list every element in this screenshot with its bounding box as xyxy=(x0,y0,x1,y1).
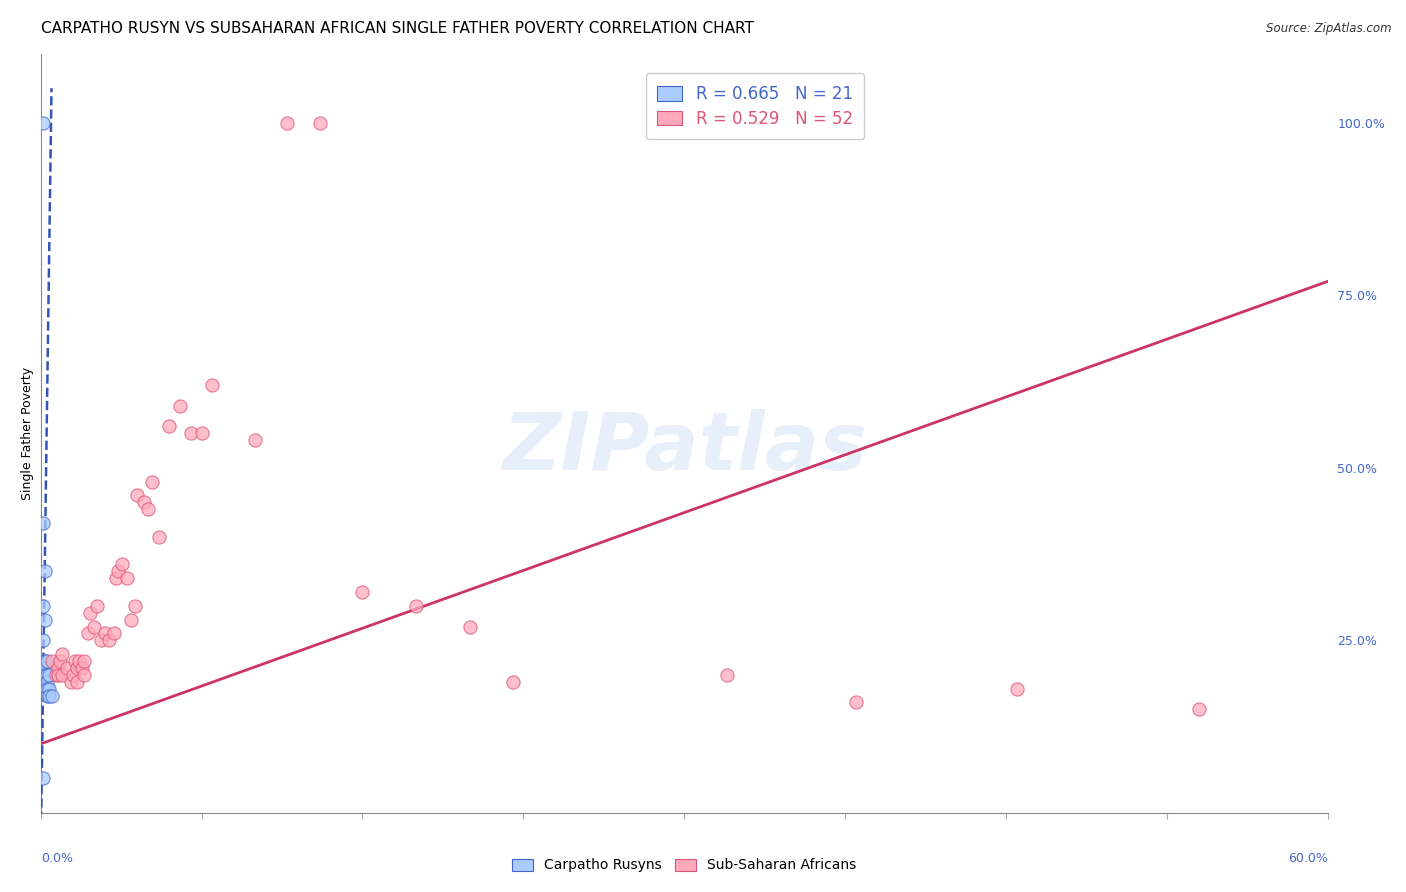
Point xyxy=(62,668,84,682)
Point xyxy=(141,475,163,489)
Point xyxy=(308,116,330,130)
Point xyxy=(34,668,56,682)
Point xyxy=(32,668,55,682)
Point xyxy=(1005,681,1028,696)
Text: Source: ZipAtlas.com: Source: ZipAtlas.com xyxy=(1267,22,1392,36)
Point xyxy=(845,695,868,709)
Point xyxy=(32,772,55,786)
Point xyxy=(103,626,125,640)
Point xyxy=(90,633,112,648)
Text: 0.0%: 0.0% xyxy=(41,852,73,864)
Point xyxy=(45,668,67,682)
Point xyxy=(59,674,82,689)
Point xyxy=(70,661,93,675)
Point xyxy=(1188,702,1211,716)
Point xyxy=(180,426,202,441)
Text: 60.0%: 60.0% xyxy=(1288,852,1327,864)
Point xyxy=(111,558,134,572)
Point xyxy=(32,599,55,613)
Point xyxy=(98,633,121,648)
Point xyxy=(201,378,224,392)
Point xyxy=(32,633,55,648)
Point xyxy=(276,116,298,130)
Point xyxy=(38,689,60,703)
Point xyxy=(34,654,56,668)
Point xyxy=(32,116,55,130)
Point xyxy=(120,613,142,627)
Point xyxy=(46,668,69,682)
Point xyxy=(66,674,89,689)
Point xyxy=(159,419,181,434)
Point xyxy=(83,619,105,633)
Point xyxy=(352,585,374,599)
Point xyxy=(38,681,60,696)
Point xyxy=(51,668,73,682)
Point xyxy=(124,599,146,613)
Point xyxy=(716,668,738,682)
Point xyxy=(37,654,59,668)
Point xyxy=(37,668,59,682)
Point xyxy=(34,613,56,627)
Text: ZIPatlas: ZIPatlas xyxy=(502,409,866,487)
Point xyxy=(34,681,56,696)
Point xyxy=(73,668,96,682)
Point xyxy=(132,495,155,509)
Point xyxy=(94,626,117,640)
Point xyxy=(55,661,77,675)
Point xyxy=(34,564,56,578)
Point xyxy=(458,619,481,633)
Point xyxy=(38,668,60,682)
Point xyxy=(73,654,96,668)
Point xyxy=(46,661,69,675)
Point xyxy=(127,488,149,502)
Point xyxy=(169,399,191,413)
Point xyxy=(136,502,159,516)
Point xyxy=(37,681,59,696)
Point xyxy=(115,571,138,585)
Point xyxy=(37,674,59,689)
Point xyxy=(190,426,212,441)
Point xyxy=(37,689,59,703)
Point xyxy=(245,433,267,447)
Point xyxy=(66,661,89,675)
Point xyxy=(32,516,55,530)
Legend: Carpatho Rusyns, Sub-Saharan Africans: Carpatho Rusyns, Sub-Saharan Africans xyxy=(506,853,862,878)
Point xyxy=(107,564,129,578)
Point xyxy=(63,654,86,668)
Y-axis label: Single Father Poverty: Single Father Poverty xyxy=(21,367,34,500)
Point xyxy=(49,654,72,668)
Point xyxy=(86,599,108,613)
Point xyxy=(502,674,524,689)
Point xyxy=(77,626,100,640)
Point xyxy=(67,654,90,668)
Point xyxy=(41,689,63,703)
Text: CARPATHO RUSYN VS SUBSAHARAN AFRICAN SINGLE FATHER POVERTY CORRELATION CHART: CARPATHO RUSYN VS SUBSAHARAN AFRICAN SIN… xyxy=(41,21,754,36)
Point xyxy=(148,530,170,544)
Point xyxy=(405,599,427,613)
Point xyxy=(51,647,73,661)
Point xyxy=(34,661,56,675)
Point xyxy=(41,654,63,668)
Point xyxy=(79,606,101,620)
Point xyxy=(104,571,127,585)
